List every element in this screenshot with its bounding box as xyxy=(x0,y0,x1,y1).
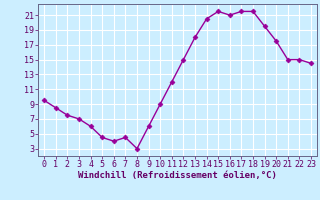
X-axis label: Windchill (Refroidissement éolien,°C): Windchill (Refroidissement éolien,°C) xyxy=(78,171,277,180)
